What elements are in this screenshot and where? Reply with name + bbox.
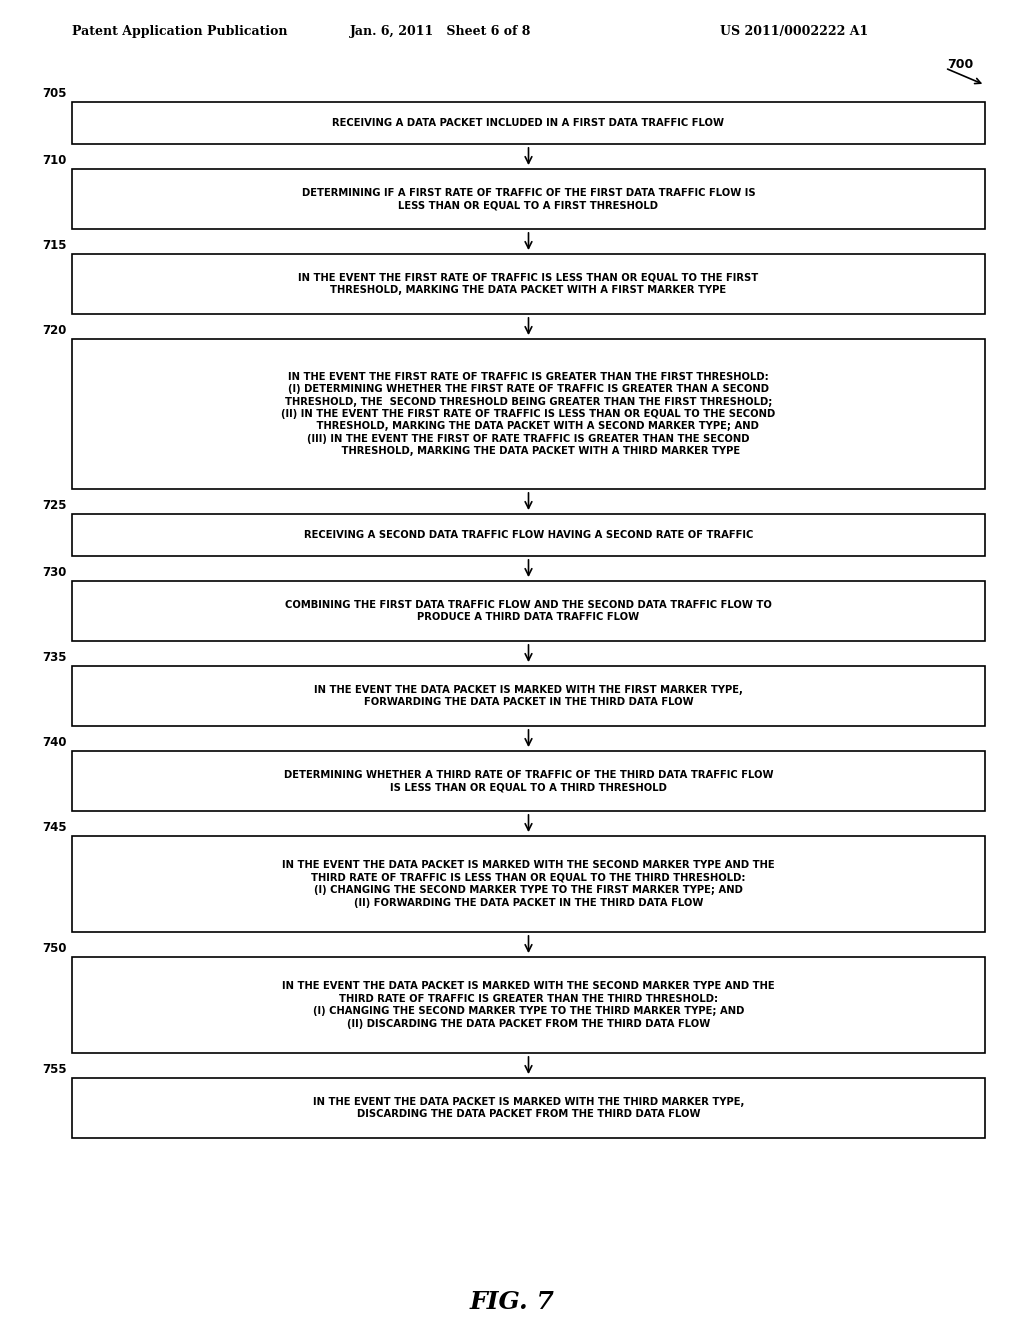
Text: Patent Application Publication: Patent Application Publication xyxy=(72,25,288,38)
Text: US 2011/0002222 A1: US 2011/0002222 A1 xyxy=(720,25,868,38)
Text: IN THE EVENT THE DATA PACKET IS MARKED WITH THE SECOND MARKER TYPE AND THE
THIRD: IN THE EVENT THE DATA PACKET IS MARKED W… xyxy=(283,981,775,1028)
Text: 735: 735 xyxy=(43,651,67,664)
Text: IN THE EVENT THE DATA PACKET IS MARKED WITH THE FIRST MARKER TYPE,
FORWARDING TH: IN THE EVENT THE DATA PACKET IS MARKED W… xyxy=(314,685,743,708)
Text: IN THE EVENT THE FIRST RATE OF TRAFFIC IS GREATER THAN THE FIRST THRESHOLD:
(I) : IN THE EVENT THE FIRST RATE OF TRAFFIC I… xyxy=(282,372,775,457)
Text: DETERMINING WHETHER A THIRD RATE OF TRAFFIC OF THE THIRD DATA TRAFFIC FLOW
IS LE: DETERMINING WHETHER A THIRD RATE OF TRAF… xyxy=(284,770,773,792)
FancyBboxPatch shape xyxy=(72,581,985,642)
Text: IN THE EVENT THE DATA PACKET IS MARKED WITH THE THIRD MARKER TYPE,
DISCARDING TH: IN THE EVENT THE DATA PACKET IS MARKED W… xyxy=(312,1097,744,1119)
Text: 725: 725 xyxy=(43,499,67,512)
FancyBboxPatch shape xyxy=(72,339,985,488)
Text: 755: 755 xyxy=(42,1063,67,1076)
Text: 710: 710 xyxy=(43,154,67,168)
FancyBboxPatch shape xyxy=(72,513,985,556)
FancyBboxPatch shape xyxy=(72,102,985,144)
Text: FIG. 7: FIG. 7 xyxy=(470,1290,554,1313)
Text: 730: 730 xyxy=(43,566,67,579)
Text: 715: 715 xyxy=(43,239,67,252)
FancyBboxPatch shape xyxy=(72,169,985,228)
Text: 700: 700 xyxy=(947,58,973,71)
Text: DETERMINING IF A FIRST RATE OF TRAFFIC OF THE FIRST DATA TRAFFIC FLOW IS
LESS TH: DETERMINING IF A FIRST RATE OF TRAFFIC O… xyxy=(302,187,756,210)
FancyBboxPatch shape xyxy=(72,836,985,932)
FancyBboxPatch shape xyxy=(72,667,985,726)
FancyBboxPatch shape xyxy=(72,1078,985,1138)
Text: IN THE EVENT THE FIRST RATE OF TRAFFIC IS LESS THAN OR EQUAL TO THE FIRST
THRESH: IN THE EVENT THE FIRST RATE OF TRAFFIC I… xyxy=(298,273,759,296)
Text: IN THE EVENT THE DATA PACKET IS MARKED WITH THE SECOND MARKER TYPE AND THE
THIRD: IN THE EVENT THE DATA PACKET IS MARKED W… xyxy=(283,861,775,908)
Text: RECEIVING A SECOND DATA TRAFFIC FLOW HAVING A SECOND RATE OF TRAFFIC: RECEIVING A SECOND DATA TRAFFIC FLOW HAV… xyxy=(304,531,754,540)
Text: 720: 720 xyxy=(43,323,67,337)
Text: RECEIVING A DATA PACKET INCLUDED IN A FIRST DATA TRAFFIC FLOW: RECEIVING A DATA PACKET INCLUDED IN A FI… xyxy=(333,117,725,128)
FancyBboxPatch shape xyxy=(72,751,985,810)
Text: 705: 705 xyxy=(43,87,67,100)
Text: 750: 750 xyxy=(43,942,67,954)
FancyBboxPatch shape xyxy=(72,957,985,1053)
Text: 740: 740 xyxy=(43,737,67,748)
Text: COMBINING THE FIRST DATA TRAFFIC FLOW AND THE SECOND DATA TRAFFIC FLOW TO
PRODUC: COMBINING THE FIRST DATA TRAFFIC FLOW AN… xyxy=(285,599,772,622)
Text: 745: 745 xyxy=(42,821,67,834)
FancyBboxPatch shape xyxy=(72,253,985,314)
Text: Jan. 6, 2011   Sheet 6 of 8: Jan. 6, 2011 Sheet 6 of 8 xyxy=(350,25,531,38)
